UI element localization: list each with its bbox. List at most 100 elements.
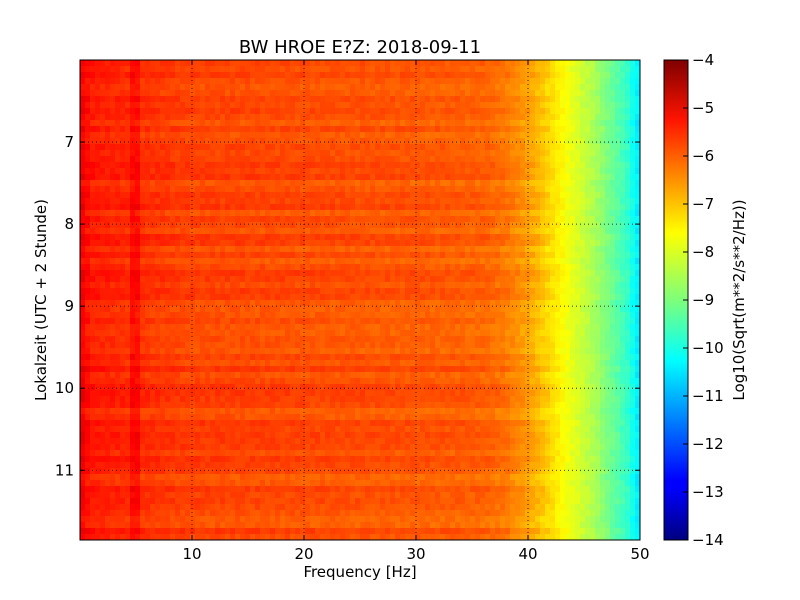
heatmap-cell <box>95 216 101 223</box>
heatmap-cell <box>560 192 566 199</box>
heatmap-cell <box>490 318 496 325</box>
heatmap-cell <box>475 78 481 85</box>
heatmap-cell <box>165 228 171 235</box>
heatmap-cell <box>240 312 246 319</box>
heatmap-cell <box>425 144 431 151</box>
heatmap-cell <box>440 246 446 253</box>
heatmap-cell <box>200 78 206 85</box>
heatmap-cell <box>315 144 321 151</box>
heatmap-cell <box>635 300 640 307</box>
heatmap-cell <box>265 108 271 115</box>
heatmap-cell <box>160 180 166 187</box>
heatmap-cell <box>560 126 566 133</box>
heatmap-cell <box>405 90 411 97</box>
heatmap-cell <box>465 156 471 163</box>
heatmap-cell <box>330 180 336 187</box>
heatmap-cell <box>100 306 106 313</box>
heatmap-cell <box>355 180 361 187</box>
heatmap-cell <box>580 138 586 145</box>
heatmap-cell <box>545 288 551 295</box>
heatmap-cell <box>490 102 496 109</box>
heatmap-cell <box>605 222 611 229</box>
heatmap-cell <box>550 258 556 265</box>
heatmap-cell <box>400 252 406 259</box>
heatmap-cell <box>115 294 121 301</box>
heatmap-cell <box>195 258 201 265</box>
heatmap-cell <box>120 156 126 163</box>
heatmap-cell <box>335 114 341 121</box>
heatmap-cell <box>410 258 416 265</box>
heatmap-cell <box>455 66 461 73</box>
heatmap-cell <box>475 216 481 223</box>
heatmap-cell <box>115 162 121 169</box>
heatmap-cell <box>365 210 371 217</box>
heatmap-cell <box>165 324 171 331</box>
heatmap-cell <box>210 156 216 163</box>
heatmap-cell <box>355 114 361 121</box>
heatmap-cell <box>200 114 206 121</box>
heatmap-cell <box>505 192 511 199</box>
heatmap-cell <box>85 324 91 331</box>
heatmap-cell <box>440 216 446 223</box>
heatmap-cell <box>610 234 616 241</box>
heatmap-cell <box>380 78 386 85</box>
heatmap-cell <box>285 300 291 307</box>
heatmap-cell <box>590 276 596 283</box>
heatmap-cell <box>165 108 171 115</box>
heatmap-cell <box>475 126 481 133</box>
heatmap-cell <box>370 150 376 157</box>
heatmap-cell <box>470 144 476 151</box>
heatmap-cell <box>390 150 396 157</box>
heatmap-cell <box>180 252 186 259</box>
heatmap-cell <box>480 108 486 115</box>
heatmap-cell <box>345 270 351 277</box>
heatmap-cell <box>600 132 606 139</box>
heatmap-cell <box>345 324 351 331</box>
heatmap-cell <box>285 270 291 277</box>
heatmap-cell <box>585 294 591 301</box>
heatmap-cell <box>290 96 296 103</box>
heatmap-cell <box>320 264 326 271</box>
heatmap-cell <box>120 204 126 211</box>
heatmap-cell <box>460 132 466 139</box>
heatmap-cell <box>455 102 461 109</box>
heatmap-cell <box>410 72 416 79</box>
heatmap-cell <box>545 84 551 91</box>
heatmap-cell <box>150 120 156 127</box>
heatmap-cell <box>565 282 571 289</box>
heatmap-cell <box>515 102 521 109</box>
heatmap-cell <box>530 252 536 259</box>
heatmap-cell <box>635 306 640 313</box>
heatmap-cell <box>315 246 321 253</box>
heatmap-cell <box>145 252 151 259</box>
heatmap-cell <box>370 276 376 283</box>
heatmap-cell <box>515 198 521 205</box>
heatmap-cell <box>295 120 301 127</box>
heatmap-cell <box>405 228 411 235</box>
heatmap-cell <box>240 222 246 229</box>
heatmap-cell <box>220 264 226 271</box>
heatmap-cell <box>80 222 86 229</box>
heatmap-cell <box>240 108 246 115</box>
heatmap-cell <box>520 78 526 85</box>
heatmap-cell <box>85 258 91 265</box>
heatmap-cell <box>155 228 161 235</box>
heatmap-cell <box>210 180 216 187</box>
heatmap-cell <box>225 264 231 271</box>
heatmap-cell <box>525 156 531 163</box>
heatmap-cell <box>390 90 396 97</box>
heatmap-cell <box>335 78 341 85</box>
heatmap-cell <box>125 114 131 121</box>
heatmap-cell <box>360 102 366 109</box>
heatmap-cell <box>630 114 636 121</box>
heatmap-cell <box>285 318 291 325</box>
heatmap-cell <box>150 276 156 283</box>
heatmap-cell <box>265 210 271 217</box>
heatmap-cell <box>335 324 341 331</box>
heatmap-cell <box>125 162 131 169</box>
heatmap-cell <box>425 180 431 187</box>
heatmap-cell <box>625 162 631 169</box>
heatmap-cell <box>620 228 626 235</box>
heatmap-cell <box>365 282 371 289</box>
heatmap-cell <box>635 108 640 115</box>
